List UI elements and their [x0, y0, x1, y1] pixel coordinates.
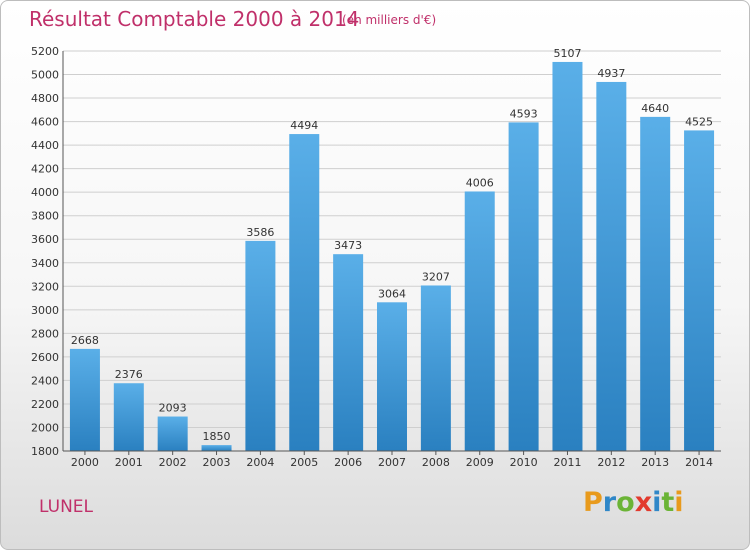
logo-letter: P [583, 487, 603, 518]
chart-title: Résultat Comptable 2000 à 2014 [29, 7, 360, 31]
y-tick-label: 3800 [31, 210, 59, 223]
y-tick-label: 5000 [31, 69, 59, 82]
data-label: 4494 [290, 119, 318, 132]
data-label: 4937 [597, 67, 625, 80]
data-label: 4525 [685, 115, 713, 128]
data-label: 3207 [422, 270, 450, 283]
bar [377, 302, 407, 451]
bar [640, 116, 671, 451]
proxiti-logo[interactable]: Proxiti [583, 487, 684, 518]
data-label: 4640 [641, 102, 669, 115]
y-tick-label: 2400 [31, 374, 59, 387]
y-tick-label: 2800 [31, 327, 59, 340]
x-tick-label: 2014 [685, 456, 713, 469]
bar [552, 61, 583, 452]
data-label: 1850 [203, 430, 231, 443]
bar [464, 191, 495, 451]
bar [69, 348, 100, 451]
y-tick-label: 3200 [31, 280, 59, 293]
y-tick-label: 1800 [31, 445, 59, 458]
x-tick-label: 2011 [553, 456, 581, 469]
data-label: 5107 [553, 47, 581, 60]
x-tick-label: 2009 [466, 456, 494, 469]
bar [201, 445, 232, 451]
bars [69, 61, 715, 452]
y-tick-label: 3600 [31, 233, 59, 246]
logo-letter: i [652, 487, 662, 518]
bar [289, 134, 320, 451]
x-tick-label: 2010 [510, 456, 538, 469]
logo-letter: i [674, 487, 684, 518]
bar [596, 81, 627, 452]
y-tick-label: 3400 [31, 257, 59, 270]
y-tick-label: 3000 [31, 304, 59, 317]
x-tick-label: 2003 [203, 456, 231, 469]
x-tick-label: 2013 [641, 456, 669, 469]
bar [508, 122, 539, 451]
data-label: 3064 [378, 287, 406, 300]
data-label: 4006 [466, 176, 494, 189]
logo-letter: o [616, 487, 635, 518]
data-label: 2668 [71, 334, 99, 347]
bar [113, 383, 144, 451]
y-tick-label: 2600 [31, 351, 59, 364]
x-tick-label: 2002 [159, 456, 187, 469]
data-label: 3473 [334, 239, 362, 252]
x-tick-label: 2004 [246, 456, 274, 469]
x-tick-label: 2012 [597, 456, 625, 469]
bar [157, 416, 188, 451]
y-tick-label: 4200 [31, 163, 59, 176]
y-tick-label: 4800 [31, 92, 59, 105]
data-label: 2376 [115, 368, 143, 381]
data-label: 3586 [246, 226, 274, 239]
x-tick-label: 2005 [290, 456, 318, 469]
y-tick-label: 2200 [31, 398, 59, 411]
y-tick-label: 4000 [31, 186, 59, 199]
bar [420, 285, 451, 451]
y-tick-label: 4600 [31, 116, 59, 129]
logo-letter: t [661, 487, 675, 518]
x-tick-label: 2007 [378, 456, 406, 469]
y-tick-label: 5200 [31, 45, 59, 58]
data-label: 4593 [510, 107, 538, 120]
chart-subtitle: (en milliers d'€) [342, 13, 437, 27]
data-label: 2093 [159, 402, 187, 415]
logo-letter: x [634, 487, 653, 518]
x-tick-label: 2001 [115, 456, 143, 469]
x-tick-label: 2008 [422, 456, 450, 469]
y-tick-label: 4400 [31, 139, 59, 152]
y-tick-label: 2000 [31, 421, 59, 434]
bar [245, 240, 276, 451]
x-tick-label: 2000 [71, 456, 99, 469]
data-labels: 2668 2376 2093 1850 3586 4494 3473 3064 3207 4006… [71, 47, 713, 443]
axes: 1800 2000 2200 2400 2600 2800 3000 3200 3400 3600… [31, 45, 721, 469]
x-tick-label: 2006 [334, 456, 362, 469]
bar [333, 254, 364, 451]
logo-letter: r [602, 487, 617, 518]
bar [684, 130, 715, 452]
commune-name: LUNEL [39, 497, 93, 517]
